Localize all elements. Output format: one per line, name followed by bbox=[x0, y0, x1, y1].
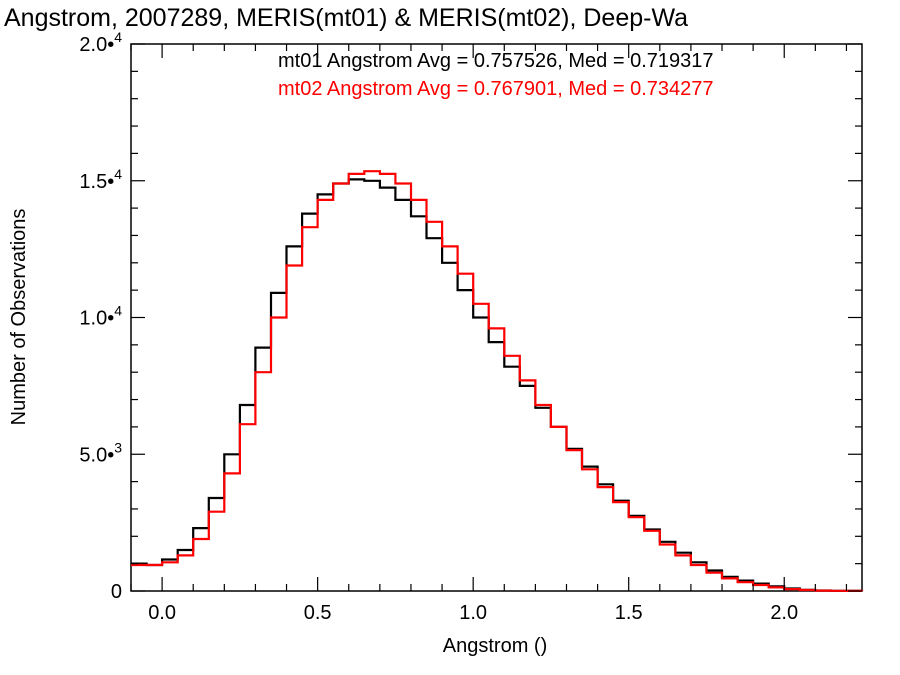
series-line-0 bbox=[131, 178, 864, 592]
y-tick-mantissa: 0 bbox=[111, 581, 122, 603]
legend-entry-mt02: mt02 Angstrom Avg = 0.767901, Med = 0.73… bbox=[278, 78, 714, 100]
series-line-1 bbox=[131, 170, 864, 592]
y-tick-mantissa: 2.0• bbox=[79, 34, 114, 56]
y-tick-label: 1.0•4 bbox=[79, 303, 122, 330]
x-tick-label: 1.5 bbox=[615, 602, 643, 624]
y-tick-label: 0 bbox=[111, 581, 122, 603]
y-tick-exponent: 4 bbox=[114, 166, 122, 182]
x-axis-label: Angstrom () bbox=[443, 635, 547, 657]
y-tick-exponent: 4 bbox=[114, 29, 122, 45]
y-axis-label: Number of Observations bbox=[8, 209, 30, 426]
x-tick-label: 1.0 bbox=[459, 602, 487, 624]
x-tick-label: 0.5 bbox=[304, 602, 332, 624]
y-tick-label: 1.5•4 bbox=[79, 166, 122, 193]
legend-entry-mt01: mt01 Angstrom Avg = 0.757526, Med = 0.71… bbox=[278, 50, 714, 72]
y-tick-label: 5.0•3 bbox=[79, 439, 122, 466]
ticks-layer: 0.0 0.5 1.0 1.5 2.005.0•31.0•41.5•42.0•4 bbox=[79, 29, 862, 624]
plot-frame bbox=[130, 43, 863, 592]
series-layer bbox=[131, 170, 864, 592]
chart-title: Angstrom, 2007289, MERIS(mt01) & MERIS(m… bbox=[4, 4, 688, 32]
y-tick-exponent: 3 bbox=[114, 439, 122, 455]
y-tick-mantissa: 5.0• bbox=[79, 444, 114, 466]
x-tick-label: 0.0 bbox=[148, 602, 176, 624]
y-tick-label: 2.0•4 bbox=[79, 29, 122, 56]
y-tick-exponent: 4 bbox=[114, 303, 122, 319]
y-tick-mantissa: 1.0• bbox=[79, 308, 114, 330]
x-tick-label: 2.0 bbox=[770, 602, 798, 624]
y-tick-mantissa: 1.5• bbox=[79, 171, 114, 193]
plot-border bbox=[130, 43, 863, 592]
